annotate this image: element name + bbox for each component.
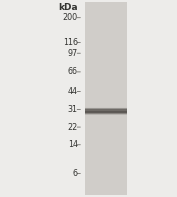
Text: 116: 116 — [63, 38, 78, 47]
Bar — [85, 108, 127, 109]
Text: 44: 44 — [68, 87, 78, 96]
Bar — [85, 111, 127, 112]
Bar — [85, 109, 127, 110]
Bar — [85, 113, 127, 114]
Text: 97: 97 — [68, 49, 78, 58]
Bar — [85, 113, 127, 114]
Bar — [85, 110, 127, 111]
Bar — [85, 109, 127, 110]
Bar — [85, 110, 127, 111]
Text: 200: 200 — [63, 13, 78, 22]
Bar — [85, 114, 127, 115]
Text: 66: 66 — [68, 67, 78, 76]
Text: 22: 22 — [68, 123, 78, 132]
Text: 6: 6 — [73, 169, 78, 178]
Bar — [85, 111, 127, 112]
Text: 14: 14 — [68, 140, 78, 149]
Bar — [85, 112, 127, 113]
Text: 31: 31 — [68, 105, 78, 114]
Bar — [85, 2, 127, 195]
Bar — [85, 112, 127, 113]
Text: kDa: kDa — [58, 3, 78, 12]
Bar — [85, 107, 127, 108]
Bar — [85, 108, 127, 109]
